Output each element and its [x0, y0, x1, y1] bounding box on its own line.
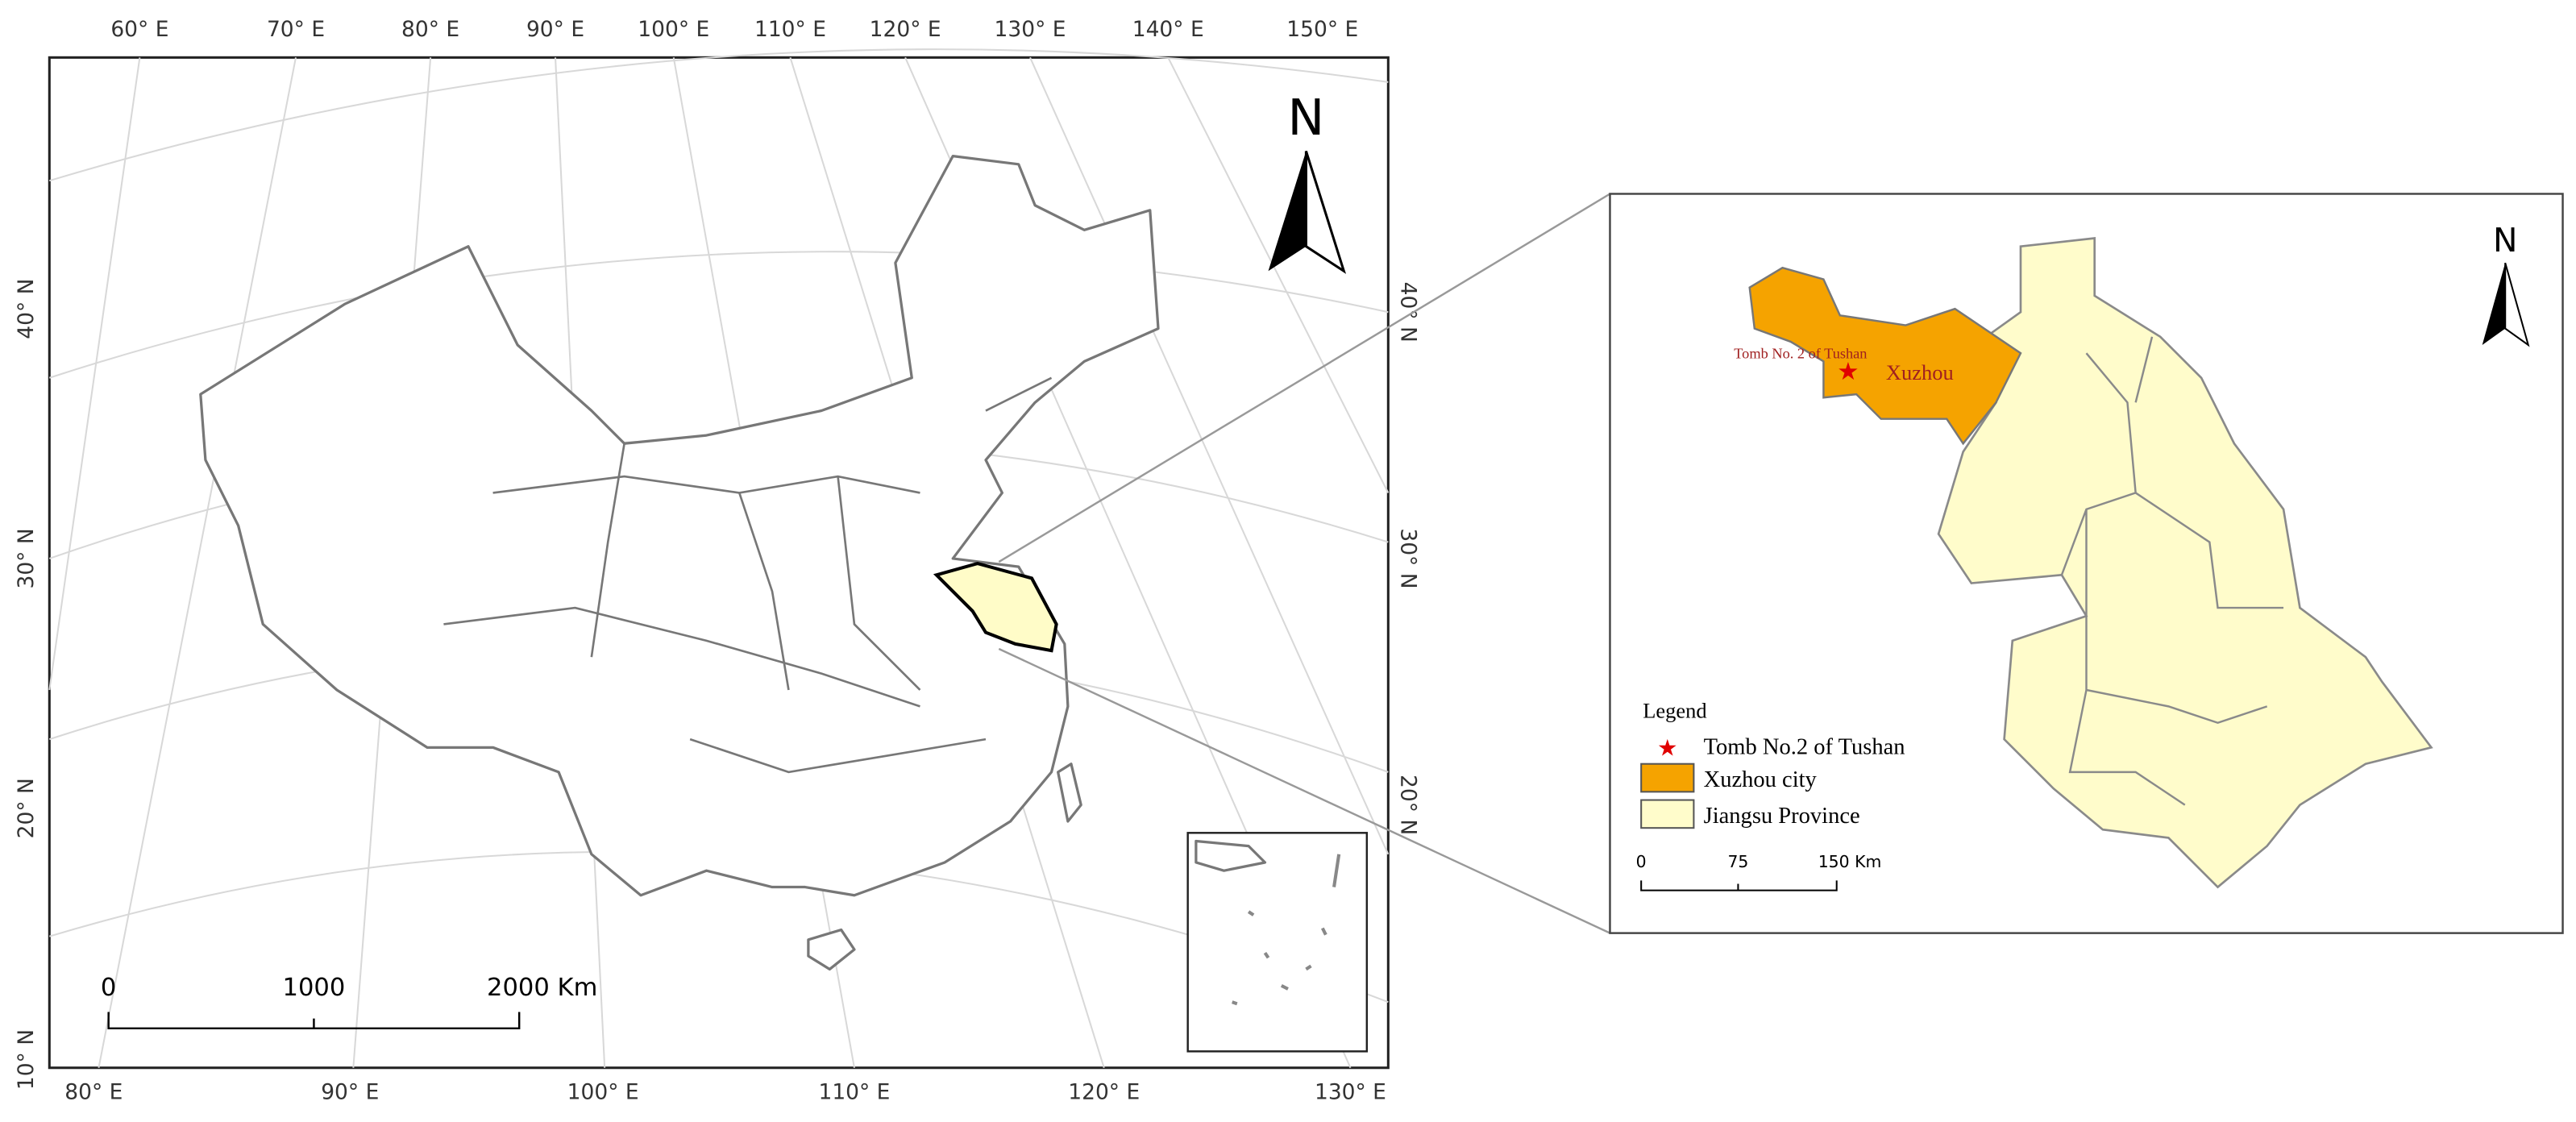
lon-label: 110° E: [818, 1079, 890, 1104]
lon-label: 100° E: [567, 1079, 639, 1104]
lat-label: 40° N: [14, 279, 39, 339]
lon-label: 80° E: [401, 17, 459, 42]
lat-label: 40° N: [1396, 282, 1421, 343]
lon-label: 60° E: [110, 17, 168, 42]
scale-line: [107, 1012, 521, 1030]
lat-label: 10° N: [14, 1029, 39, 1090]
connector-lines: [998, 193, 1611, 934]
province-borders: [443, 376, 1053, 774]
inset-scale-label: 75: [1727, 852, 1748, 871]
scale-label: 2000 Km: [487, 974, 597, 1002]
lon-label: 110° E: [754, 17, 826, 42]
hainan: [807, 928, 856, 971]
north-label: N: [1288, 89, 1325, 147]
city-borders: [2060, 336, 2284, 806]
lon-label: 70° E: [267, 17, 325, 42]
xuzhou-city: [1748, 266, 2022, 446]
lon-label: 130° E: [1315, 1079, 1386, 1104]
jiangsu-province: [1937, 237, 2433, 889]
site-star: ★: [1837, 358, 1859, 385]
lon-labels-bottom: 80° E 90° E 100° E 110° E 120° E 130° E: [64, 1079, 1386, 1104]
inset-north-arrow: [2482, 263, 2506, 345]
legend-swatch: [1640, 763, 1695, 793]
china-outline: [199, 154, 1160, 897]
inset-scale: 0 75 150 Km: [1636, 852, 1882, 871]
scale-bar: 0 1000 2000 Km: [101, 974, 597, 1030]
lat-label: 30° N: [14, 528, 39, 588]
lat-label: 20° N: [1396, 775, 1421, 835]
islands: [1232, 854, 1341, 1006]
inset-north-label: N: [2493, 221, 2517, 260]
site-label: Tomb No. 2 of Tushan: [1734, 345, 1867, 361]
inset-scale-label: 150 Km: [1818, 852, 1882, 871]
north-arrow: [1304, 151, 1347, 274]
legend-label: Jiangsu Province: [1704, 804, 1860, 829]
lon-label: 90° E: [526, 17, 584, 42]
legend-title: Legend: [1643, 699, 1706, 723]
lat-labels: 40° N 30° N 20° N 10° N 40° N 30° N 20° …: [14, 279, 1421, 1091]
lon-label: 90° E: [321, 1079, 379, 1104]
lon-label: 140° E: [1132, 17, 1204, 42]
inset-north-arrow: [2504, 262, 2530, 347]
lon-label: 130° E: [995, 17, 1066, 42]
lon-label: 150° E: [1286, 17, 1358, 42]
legend-swatch: [1640, 799, 1695, 829]
north-arrow: [1268, 151, 1307, 272]
scale-label: 0: [101, 974, 116, 1002]
jiangsu-highlight: [933, 561, 1058, 653]
lon-label: 120° E: [870, 17, 941, 42]
legend-label: Xuzhou city: [1704, 767, 1818, 792]
lon-labels-top: 60° E 70° E 80° E 90° E 100° E 110° E 12…: [110, 17, 1358, 42]
legend-star: ★: [1657, 737, 1678, 762]
lon-label: 120° E: [1068, 1079, 1140, 1104]
legend-label: Tomb No.2 of Tushan: [1704, 734, 1905, 759]
lon-label: 100° E: [638, 17, 709, 42]
lat-label: 20° N: [14, 778, 39, 838]
city-label: Xuzhou: [1886, 360, 1954, 384]
lat-label: 30° N: [1396, 528, 1421, 588]
inset-scale-line: [1640, 880, 1838, 891]
taiwan: [1057, 763, 1082, 823]
scale-label: 1000: [283, 974, 346, 1002]
lon-label: 80° E: [64, 1079, 123, 1104]
south-sea-coast: [1195, 839, 1267, 872]
inset-scale-label: 0: [1636, 852, 1647, 871]
